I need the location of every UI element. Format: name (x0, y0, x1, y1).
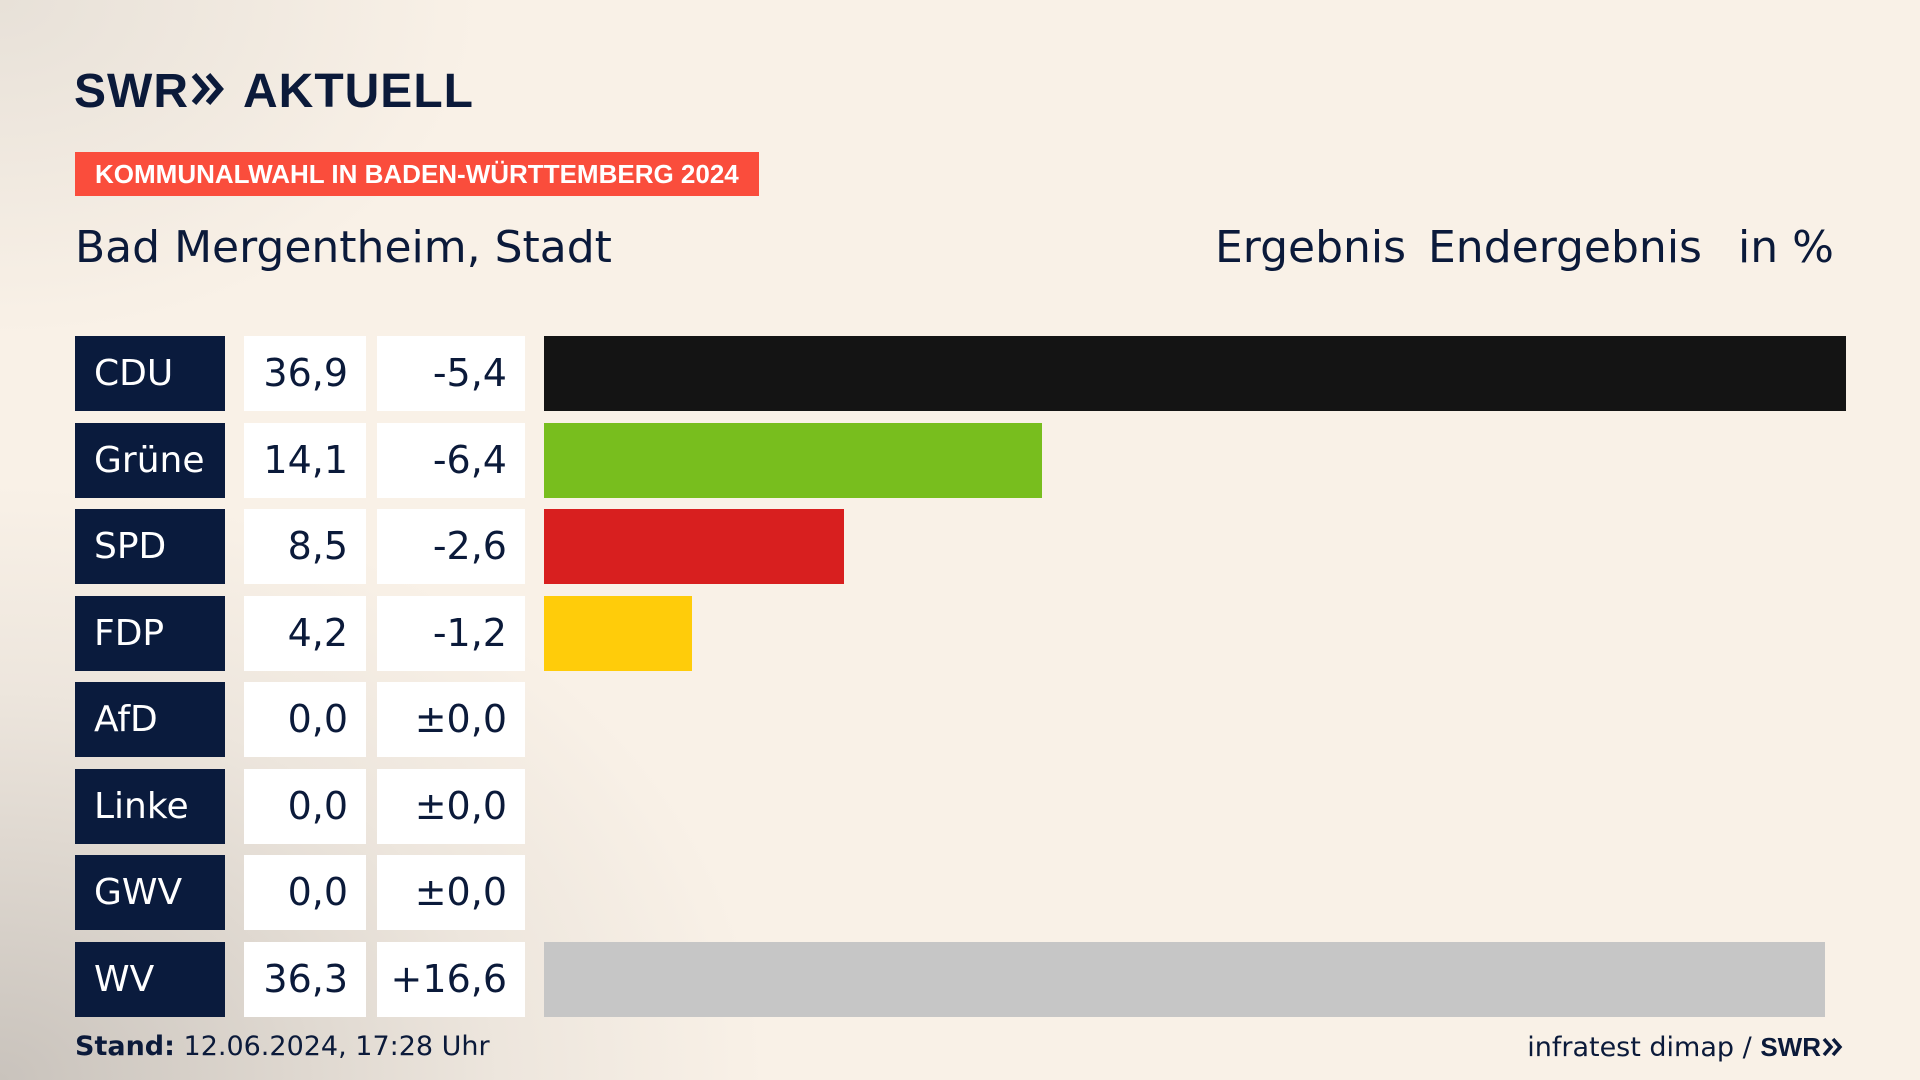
result-change: -6,4 (377, 423, 525, 498)
result-bar (544, 942, 1825, 1017)
party-label: FDP (75, 596, 225, 671)
header-unit: in % (1738, 222, 1834, 273)
logo-aktuell-text: AKTUELL (242, 64, 474, 118)
result-value: 8,5 (244, 509, 366, 584)
result-change: ±0,0 (377, 769, 525, 844)
result-change: ±0,0 (377, 855, 525, 930)
result-change: -1,2 (377, 596, 525, 671)
party-label: GWV (75, 855, 225, 930)
place-title: Bad Mergentheim, Stadt (75, 222, 612, 273)
result-change: +16,6 (377, 942, 525, 1017)
logo-swr-text: SWR (74, 64, 189, 118)
source-text: infratest dimap / (1527, 1032, 1752, 1063)
result-value: 14,1 (244, 423, 366, 498)
header-endergebnis: Endergebnis (1428, 222, 1702, 273)
result-change: -5,4 (377, 336, 525, 411)
party-label: Grüne (75, 423, 225, 498)
party-label: SPD (75, 509, 225, 584)
stand-label: Stand: (75, 1031, 175, 1062)
party-label: CDU (75, 336, 225, 411)
result-value: 0,0 (244, 855, 366, 930)
footer-swr-logo: SWR (1760, 1032, 1844, 1062)
result-bar (544, 423, 1042, 498)
footer-timestamp: Stand: 12.06.2024, 17:28 Uhr (75, 1030, 490, 1064)
result-bar (544, 596, 693, 671)
footer-chevron-icon (1822, 1037, 1843, 1057)
footer-source: infratest dimap / SWR (1527, 1030, 1844, 1065)
double-chevron-right-icon (191, 64, 225, 119)
footer-swr-text: SWR (1760, 1032, 1821, 1062)
result-value: 36,9 (244, 336, 366, 411)
result-value: 4,2 (244, 596, 366, 671)
stand-value: 12.06.2024, 17:28 Uhr (183, 1031, 490, 1062)
party-label: AfD (75, 682, 225, 757)
result-bar (544, 336, 1846, 411)
party-label: WV (75, 942, 225, 1017)
party-label: Linke (75, 769, 225, 844)
result-change: -2,6 (377, 509, 525, 584)
result-bar (544, 509, 844, 584)
result-value: 36,3 (244, 942, 366, 1017)
result-value: 0,0 (244, 682, 366, 757)
result-change: ±0,0 (377, 682, 525, 757)
result-value: 0,0 (244, 769, 366, 844)
header-ergebnis: Ergebnis (1215, 222, 1407, 273)
election-tag: KOMMUNALWAHL IN BADEN-WÜRTTEMBERG 2024 (75, 152, 759, 196)
swr-aktuell-logo: SWR AKTUELL (74, 64, 474, 119)
